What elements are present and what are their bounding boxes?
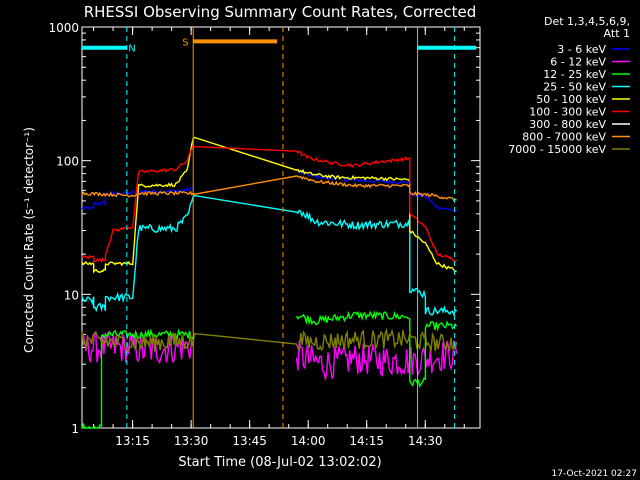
x-tick-label: 13:45 — [232, 434, 267, 448]
x-tick-label: 13:15 — [115, 434, 150, 448]
y-tick-label: 1 — [71, 422, 79, 436]
legend-label: 7000 - 15000 keV — [508, 143, 606, 156]
legend-label: 800 - 7000 keV — [522, 131, 606, 144]
x-axis-label: Start Time (08-Jul-02 13:02:02) — [178, 455, 381, 470]
legend-label: 25 - 50 keV — [543, 81, 606, 94]
flag-markers: NS — [82, 27, 477, 428]
x-tick-label: 14:30 — [408, 434, 443, 448]
series-line — [81, 186, 195, 211]
axes: 13:15 13:30 13:45 14:00 14:15 14:30 1 10 100 1000 — [48, 21, 481, 448]
legend-label: 300 - 800 keV — [529, 118, 606, 131]
y-axis-label: Corrected Count Rate (s⁻¹ detector⁻¹) — [22, 127, 36, 353]
series-line — [81, 327, 458, 353]
y-tick-label: 100 — [56, 155, 79, 169]
series-line — [81, 175, 457, 202]
x-tick-label: 13:30 — [174, 434, 209, 448]
y-tick-label: 1000 — [48, 21, 79, 35]
flag-label: S — [182, 37, 188, 48]
plot-frame — [81, 26, 481, 429]
data-series — [81, 136, 458, 429]
flag-label: N — [128, 44, 135, 55]
legend-label: 3 - 6 keV — [557, 43, 606, 56]
legend-label: 6 - 12 keV — [550, 56, 606, 69]
legend-label: 100 - 300 keV — [529, 106, 606, 119]
x-tick-label: 14:00 — [291, 434, 326, 448]
series-line — [81, 144, 458, 264]
footer-date: 17-Oct-2021 02:27 — [552, 469, 637, 479]
y-tick-label: 10 — [64, 288, 79, 302]
series-line — [295, 340, 458, 382]
legend-label: 50 - 100 keV — [536, 93, 606, 106]
series-line — [296, 170, 457, 213]
legend-header-line1: Det 1,3,4,5,6,9, — [544, 15, 630, 28]
legend-label: 12 - 25 keV — [543, 68, 606, 81]
series-line — [81, 136, 457, 274]
legend-header-line2: Att 1 — [604, 27, 630, 40]
series-line — [81, 194, 458, 317]
series-line — [295, 310, 458, 389]
x-tick-label: 14:15 — [349, 434, 384, 448]
series-line — [81, 330, 195, 365]
chart-title: RHESSI Observing Summary Count Rates, Co… — [84, 3, 477, 21]
